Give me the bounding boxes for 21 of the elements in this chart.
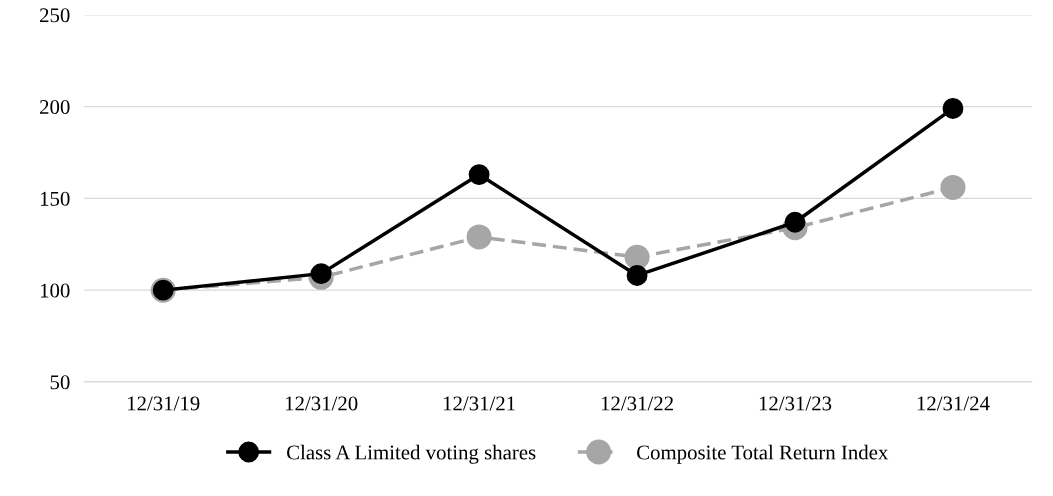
y-tick-label: 50 bbox=[50, 375, 70, 390]
y-tick-label: 200 bbox=[40, 100, 70, 115]
point bbox=[310, 263, 332, 285]
x-tick-label: 12/31/24 bbox=[917, 396, 990, 411]
point bbox=[466, 224, 492, 250]
legend-label: Composite Total Return Index bbox=[637, 444, 889, 464]
y-tick-label: 150 bbox=[40, 191, 70, 206]
x-tick-label: 12/31/21 bbox=[443, 396, 515, 411]
point bbox=[468, 164, 490, 185]
y-tick-label: 100 bbox=[40, 283, 70, 298]
point bbox=[626, 265, 648, 286]
y-tick-label: 250 bbox=[40, 8, 70, 23]
x-tick-label: 12/31/19 bbox=[128, 396, 200, 411]
point bbox=[784, 211, 806, 233]
legend-label: Class A Limited voting shares bbox=[287, 444, 536, 464]
x-tick-label: 12/31/20 bbox=[285, 396, 358, 411]
x-tick-label: 12/31/23 bbox=[759, 396, 832, 411]
x-tick-label: 12/31/22 bbox=[601, 396, 673, 411]
point bbox=[624, 244, 650, 270]
point bbox=[940, 174, 966, 200]
point bbox=[942, 98, 964, 119]
